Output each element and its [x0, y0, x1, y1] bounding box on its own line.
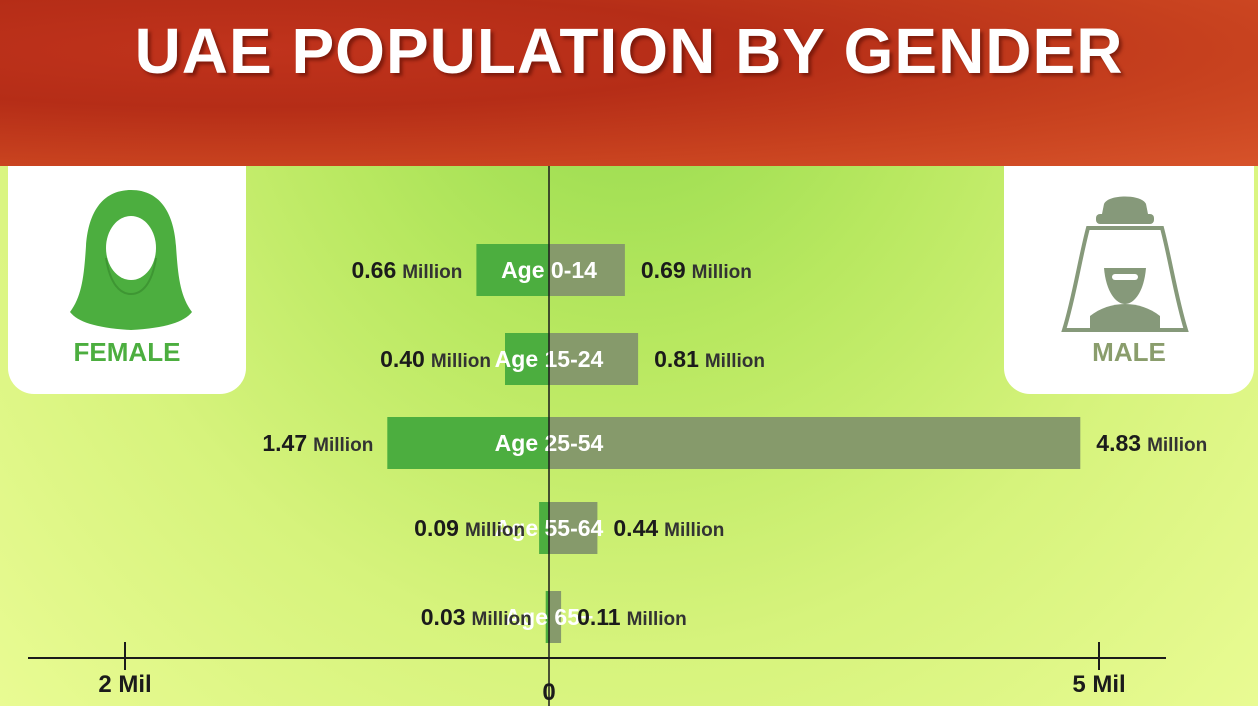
tick-label: 2 Mil — [98, 671, 151, 698]
female-bar — [545, 591, 549, 643]
female-value-label: 0.09 Million — [414, 515, 525, 541]
male-label: MALE — [1092, 337, 1166, 367]
male-value-label: 0.11 Million — [577, 604, 687, 630]
male-bar — [549, 591, 562, 643]
female-card: FEMALE — [8, 166, 246, 394]
male-bar — [549, 502, 598, 554]
male-value-label: 0.44 Million — [613, 515, 724, 541]
male-icon — [1061, 196, 1189, 332]
tick-label: 5 Mil — [1072, 671, 1125, 698]
female-value-label: 0.03 Million — [421, 604, 532, 630]
chart-title: UAE POPULATION BY GENDER — [134, 15, 1124, 87]
female-bar — [539, 502, 549, 554]
male-value-label: 4.83 Million — [1096, 430, 1207, 456]
male-card: MALE — [1004, 166, 1254, 394]
female-label: FEMALE — [73, 337, 181, 367]
tick-label: 0 — [542, 679, 555, 706]
female-value-label: 0.40 Million — [380, 346, 491, 372]
female-bar — [476, 244, 549, 296]
female-bar — [505, 333, 549, 385]
female-value-label: 1.47 Million — [262, 430, 373, 456]
male-value-label: 0.69 Million — [641, 257, 752, 283]
male-value-label: 0.81 Million — [654, 346, 765, 372]
male-bar — [549, 333, 639, 385]
female-value-label: 0.66 Million — [351, 257, 462, 283]
female-icon — [70, 190, 192, 330]
male-bar — [549, 417, 1081, 469]
header-banner: UAE POPULATION BY GENDER — [0, 0, 1258, 166]
female-bar — [387, 417, 549, 469]
male-bar — [549, 244, 625, 296]
